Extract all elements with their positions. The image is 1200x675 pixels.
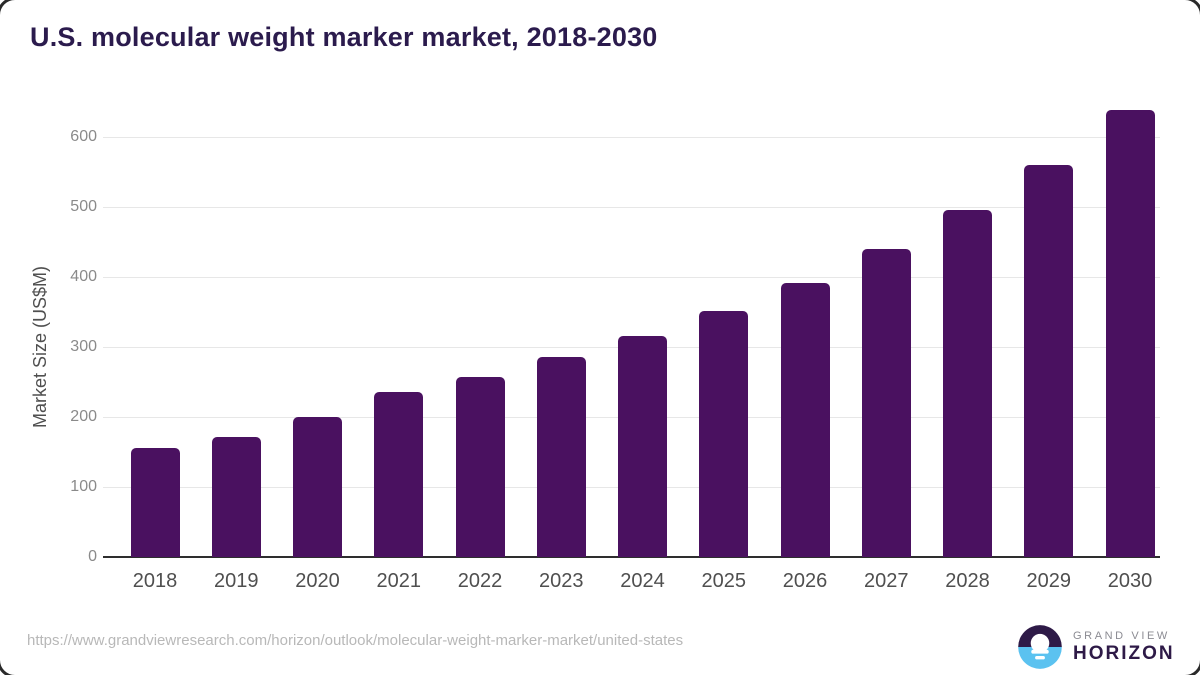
x-tick-2025: 2025 [701, 570, 747, 592]
x-tick-2024: 2024 [620, 570, 665, 592]
y-tick-500: 500 [70, 198, 97, 215]
x-tick-2019: 2019 [214, 570, 259, 592]
bar-2024[interactable] [618, 336, 667, 557]
gridline-600 [103, 136, 1160, 138]
gridline-400 [103, 276, 1160, 278]
y-tick-400: 400 [70, 268, 97, 285]
source-url: https://www.grandviewresearch.com/horizo… [27, 632, 684, 649]
x-tick-2018: 2018 [132, 570, 178, 592]
chart-title: U.S. molecular weight marker market, 201… [30, 22, 658, 52]
x-tick-2023: 2023 [539, 570, 584, 592]
logo-grand-view-label: GRAND VIEW [1073, 630, 1170, 642]
gridline-500 [103, 206, 1160, 208]
y-tick-600: 600 [70, 128, 97, 145]
x-tick-2027: 2027 [864, 570, 909, 592]
y-tick-100: 100 [70, 478, 97, 495]
y-tick-300: 300 [70, 338, 97, 355]
bar-2029[interactable] [1024, 165, 1074, 557]
bar-2030[interactable] [1105, 110, 1155, 557]
bar-2025[interactable] [699, 311, 749, 557]
y-tick-0: 0 [88, 548, 97, 565]
horizon-logo-icon [1018, 625, 1062, 669]
bar-2019[interactable] [211, 437, 261, 557]
x-tick-2022: 2022 [457, 570, 503, 592]
bar-2027[interactable] [861, 249, 911, 557]
x-tick-2030: 2030 [1107, 570, 1153, 592]
x-tick-2029: 2029 [1026, 570, 1072, 592]
x-tick-2020: 2020 [295, 570, 340, 592]
x-axis-line [103, 556, 1160, 558]
bar-2020[interactable] [293, 417, 342, 557]
bar-2021[interactable] [374, 392, 424, 557]
brand-logo: GRAND VIEW HORIZON [1016, 623, 1175, 671]
bar-2022[interactable] [455, 377, 505, 557]
bar-2023[interactable] [536, 357, 586, 557]
logo-text: GRAND VIEW HORIZON [1073, 630, 1175, 664]
y-tick-200: 200 [70, 408, 97, 425]
x-tick-2021: 2021 [376, 570, 422, 592]
bar-2018[interactable] [130, 448, 180, 557]
x-tick-2028: 2028 [945, 570, 990, 592]
x-tick-2026: 2026 [782, 570, 828, 592]
bar-2028[interactable] [943, 210, 992, 557]
logo-horizon-label: HORIZON [1073, 643, 1175, 664]
bar-2026[interactable] [780, 283, 830, 557]
